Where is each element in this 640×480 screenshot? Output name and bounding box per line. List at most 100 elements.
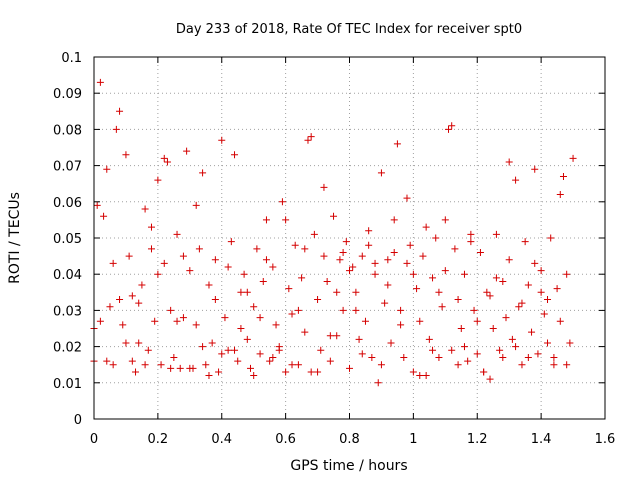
data-point bbox=[333, 288, 341, 296]
data-point bbox=[256, 350, 264, 358]
x-tick-label: 1.2 bbox=[467, 432, 488, 447]
data-point bbox=[502, 314, 510, 322]
data-point bbox=[429, 346, 437, 354]
data-point bbox=[547, 234, 555, 242]
data-point bbox=[93, 201, 101, 209]
data-point bbox=[445, 125, 453, 133]
data-point bbox=[566, 339, 574, 347]
data-point bbox=[183, 147, 191, 155]
data-point bbox=[374, 379, 382, 387]
data-point bbox=[282, 368, 290, 376]
data-point bbox=[435, 288, 443, 296]
data-point bbox=[173, 317, 181, 325]
data-point bbox=[339, 248, 347, 256]
data-point bbox=[250, 372, 258, 380]
data-point bbox=[288, 310, 296, 318]
y-tick-label: 0 bbox=[74, 413, 82, 428]
data-point bbox=[330, 212, 338, 220]
data-point bbox=[422, 372, 430, 380]
data-point bbox=[419, 252, 427, 260]
chart-title: Day 233 of 2018, Rate Of TEC Index for r… bbox=[176, 22, 522, 37]
x-tick-label: 0.4 bbox=[211, 432, 232, 447]
data-point bbox=[106, 303, 114, 311]
data-point bbox=[314, 368, 322, 376]
data-point bbox=[144, 346, 152, 354]
data-point bbox=[96, 78, 104, 86]
data-point bbox=[441, 216, 449, 224]
x-axis-label: GPS time / hours bbox=[290, 458, 407, 474]
data-point bbox=[384, 256, 392, 264]
data-point bbox=[262, 216, 270, 224]
data-point bbox=[307, 133, 315, 141]
data-point bbox=[425, 335, 433, 343]
data-point bbox=[333, 332, 341, 340]
data-point bbox=[128, 292, 136, 300]
data-point bbox=[211, 256, 219, 264]
data-point bbox=[272, 321, 280, 329]
y-tick-label: 0.1 bbox=[61, 51, 82, 66]
data-point bbox=[563, 361, 571, 369]
data-point bbox=[429, 274, 437, 282]
data-point bbox=[160, 154, 168, 162]
data-point bbox=[154, 270, 162, 278]
data-point bbox=[269, 353, 277, 361]
data-point bbox=[512, 176, 520, 184]
grid-lines bbox=[94, 57, 605, 419]
data-point bbox=[154, 176, 162, 184]
data-point bbox=[480, 368, 488, 376]
y-tick-label: 0.05 bbox=[53, 232, 82, 247]
data-point bbox=[409, 368, 417, 376]
data-point bbox=[537, 267, 545, 275]
data-point bbox=[486, 292, 494, 300]
data-point bbox=[317, 346, 325, 354]
data-point bbox=[218, 136, 226, 144]
data-point bbox=[291, 241, 299, 249]
data-point bbox=[119, 321, 127, 329]
data-point bbox=[352, 306, 360, 314]
y-tick-label: 0.04 bbox=[53, 268, 82, 283]
data-point bbox=[160, 259, 168, 267]
data-point bbox=[96, 317, 104, 325]
data-point bbox=[550, 353, 558, 361]
data-point bbox=[116, 296, 124, 304]
data-point bbox=[170, 353, 178, 361]
data-point bbox=[202, 361, 210, 369]
data-point bbox=[109, 361, 117, 369]
data-point bbox=[454, 361, 462, 369]
data-points bbox=[90, 78, 577, 387]
data-point bbox=[231, 346, 239, 354]
data-point bbox=[531, 165, 539, 173]
data-point bbox=[400, 353, 408, 361]
data-point bbox=[492, 230, 500, 238]
data-point bbox=[109, 259, 117, 267]
data-point bbox=[211, 296, 219, 304]
data-point bbox=[483, 288, 491, 296]
data-point bbox=[454, 296, 462, 304]
data-point bbox=[524, 353, 532, 361]
x-tick-label: 0.2 bbox=[148, 432, 169, 447]
data-point bbox=[403, 194, 411, 202]
data-point bbox=[307, 368, 315, 376]
data-point bbox=[346, 364, 353, 372]
data-point bbox=[377, 361, 385, 369]
data-point bbox=[199, 169, 207, 177]
data-point bbox=[457, 325, 465, 332]
data-point bbox=[416, 317, 424, 325]
data-point bbox=[432, 234, 440, 242]
data-point bbox=[278, 198, 286, 206]
data-point bbox=[355, 335, 363, 343]
data-point bbox=[489, 325, 497, 332]
series-markers bbox=[90, 125, 574, 387]
data-point bbox=[365, 241, 373, 249]
data-point bbox=[416, 372, 424, 380]
data-point bbox=[336, 256, 344, 264]
data-point bbox=[116, 107, 124, 115]
data-point bbox=[195, 245, 203, 253]
data-point bbox=[176, 364, 184, 372]
data-point bbox=[381, 299, 389, 307]
data-point bbox=[368, 353, 376, 361]
data-point bbox=[205, 372, 213, 380]
data-point bbox=[326, 332, 334, 340]
data-point bbox=[473, 317, 481, 325]
